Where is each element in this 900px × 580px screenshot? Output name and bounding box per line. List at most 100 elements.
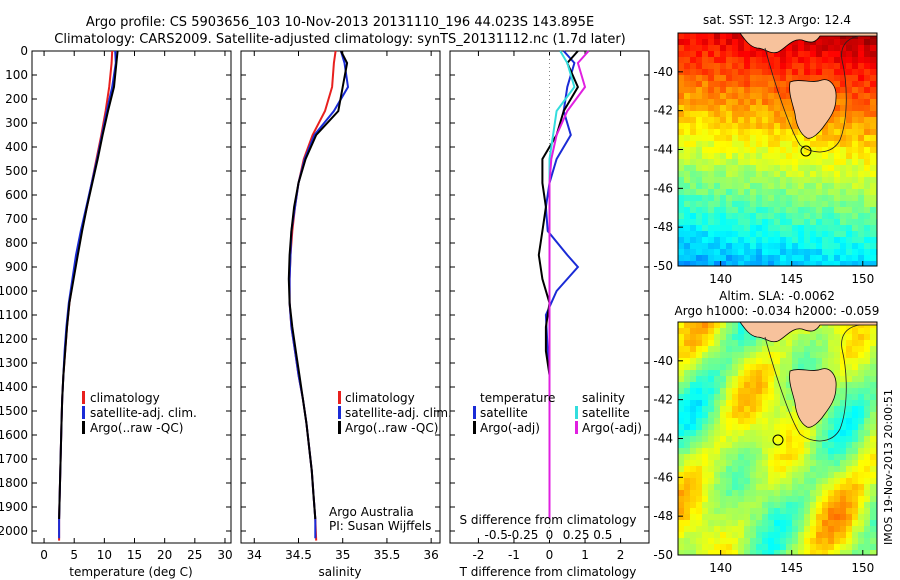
map-cell [720, 448, 727, 455]
map-cell [690, 237, 697, 244]
map-cell [744, 243, 751, 250]
map-cell [816, 243, 823, 250]
map-cell [786, 231, 793, 238]
map-cell [846, 544, 853, 551]
map-cell [798, 75, 805, 82]
map-cell [678, 99, 685, 106]
map-cell [732, 442, 739, 449]
map-cell [810, 195, 817, 202]
map-cell [816, 249, 823, 256]
map-cell [678, 382, 685, 389]
map-cell [690, 231, 697, 238]
map-cell [702, 406, 709, 413]
map-cell [786, 171, 793, 178]
map-cell [684, 352, 691, 359]
map-cell [738, 39, 745, 46]
map-cell [816, 255, 823, 262]
map-cell [834, 45, 841, 52]
map-cell [834, 490, 841, 497]
map-cell [864, 382, 871, 389]
map-cell [720, 153, 727, 160]
map-cell [786, 400, 793, 407]
map-cell [846, 394, 853, 401]
map-cell [714, 412, 721, 419]
mainland-australia [739, 33, 877, 54]
map-cell [726, 376, 733, 383]
map-cell [864, 460, 871, 467]
map-cell [726, 63, 733, 70]
map-cell [732, 334, 739, 341]
map-cell [822, 472, 829, 479]
map-cell [864, 526, 871, 533]
map-cell [702, 430, 709, 437]
map-cell [792, 147, 799, 154]
map-cell [840, 460, 847, 467]
map-cell [774, 490, 781, 497]
map-cell [702, 183, 709, 190]
map-cell [696, 472, 703, 479]
map-cell [846, 352, 853, 359]
map-cell [858, 364, 865, 371]
map-cell [756, 382, 763, 389]
map-cell [846, 436, 853, 443]
map-cell [780, 442, 787, 449]
map-cell [864, 376, 871, 383]
map-cell [828, 123, 835, 130]
map-cell [792, 346, 799, 353]
map-cell [678, 520, 685, 527]
sla-map-ticks: 140 145 150-40-42-44-46-48-50 [653, 354, 874, 575]
map-cell [690, 346, 697, 353]
map-cell [726, 406, 733, 413]
map-cell [870, 261, 877, 266]
map-cell [678, 57, 685, 64]
map-cell [864, 153, 871, 160]
map-cell [828, 189, 835, 196]
map-cell [840, 442, 847, 449]
map-cell [852, 201, 859, 208]
map-cell [756, 111, 763, 118]
map-cell [750, 454, 757, 461]
map-cell [852, 400, 859, 407]
map-cell [708, 478, 715, 485]
map-cell [816, 436, 823, 443]
map-cell [708, 195, 715, 202]
map-cell [702, 478, 709, 485]
map-cell [762, 418, 769, 425]
map-cell [870, 340, 877, 347]
y-tick-label: 0 [20, 44, 28, 58]
map-cell [738, 484, 745, 491]
generation-timestamp: IMOS 19-Nov-2013 20:00:51 [882, 389, 895, 545]
map-cell [738, 237, 745, 244]
map-cell [750, 394, 757, 401]
map-cell [684, 514, 691, 521]
map-cell [822, 159, 829, 166]
map-cell [726, 249, 733, 256]
map-cell [768, 117, 775, 124]
map-cell [864, 75, 871, 82]
map-cell [738, 538, 745, 545]
map-cell [780, 225, 787, 232]
map-cell [804, 177, 811, 184]
map-cell [738, 93, 745, 100]
map-cell [816, 448, 823, 455]
map-cell [714, 93, 721, 100]
map-cell [762, 382, 769, 389]
map-cell [744, 189, 751, 196]
map-cell [828, 352, 835, 359]
map-cell [744, 466, 751, 473]
map-cell [726, 514, 733, 521]
map-cell [864, 93, 871, 100]
map-cell [726, 508, 733, 515]
map-cell [834, 424, 841, 431]
map-cell [744, 388, 751, 395]
map-cell [762, 514, 769, 521]
map-cell [822, 57, 829, 64]
map-cell [804, 532, 811, 539]
map-cell [834, 171, 841, 178]
map-cell [828, 502, 835, 509]
map-cell [720, 195, 727, 202]
map-cell [858, 496, 865, 503]
salinity-axes-box [240, 50, 441, 544]
map-cell [768, 550, 775, 555]
map-cell [684, 249, 691, 256]
